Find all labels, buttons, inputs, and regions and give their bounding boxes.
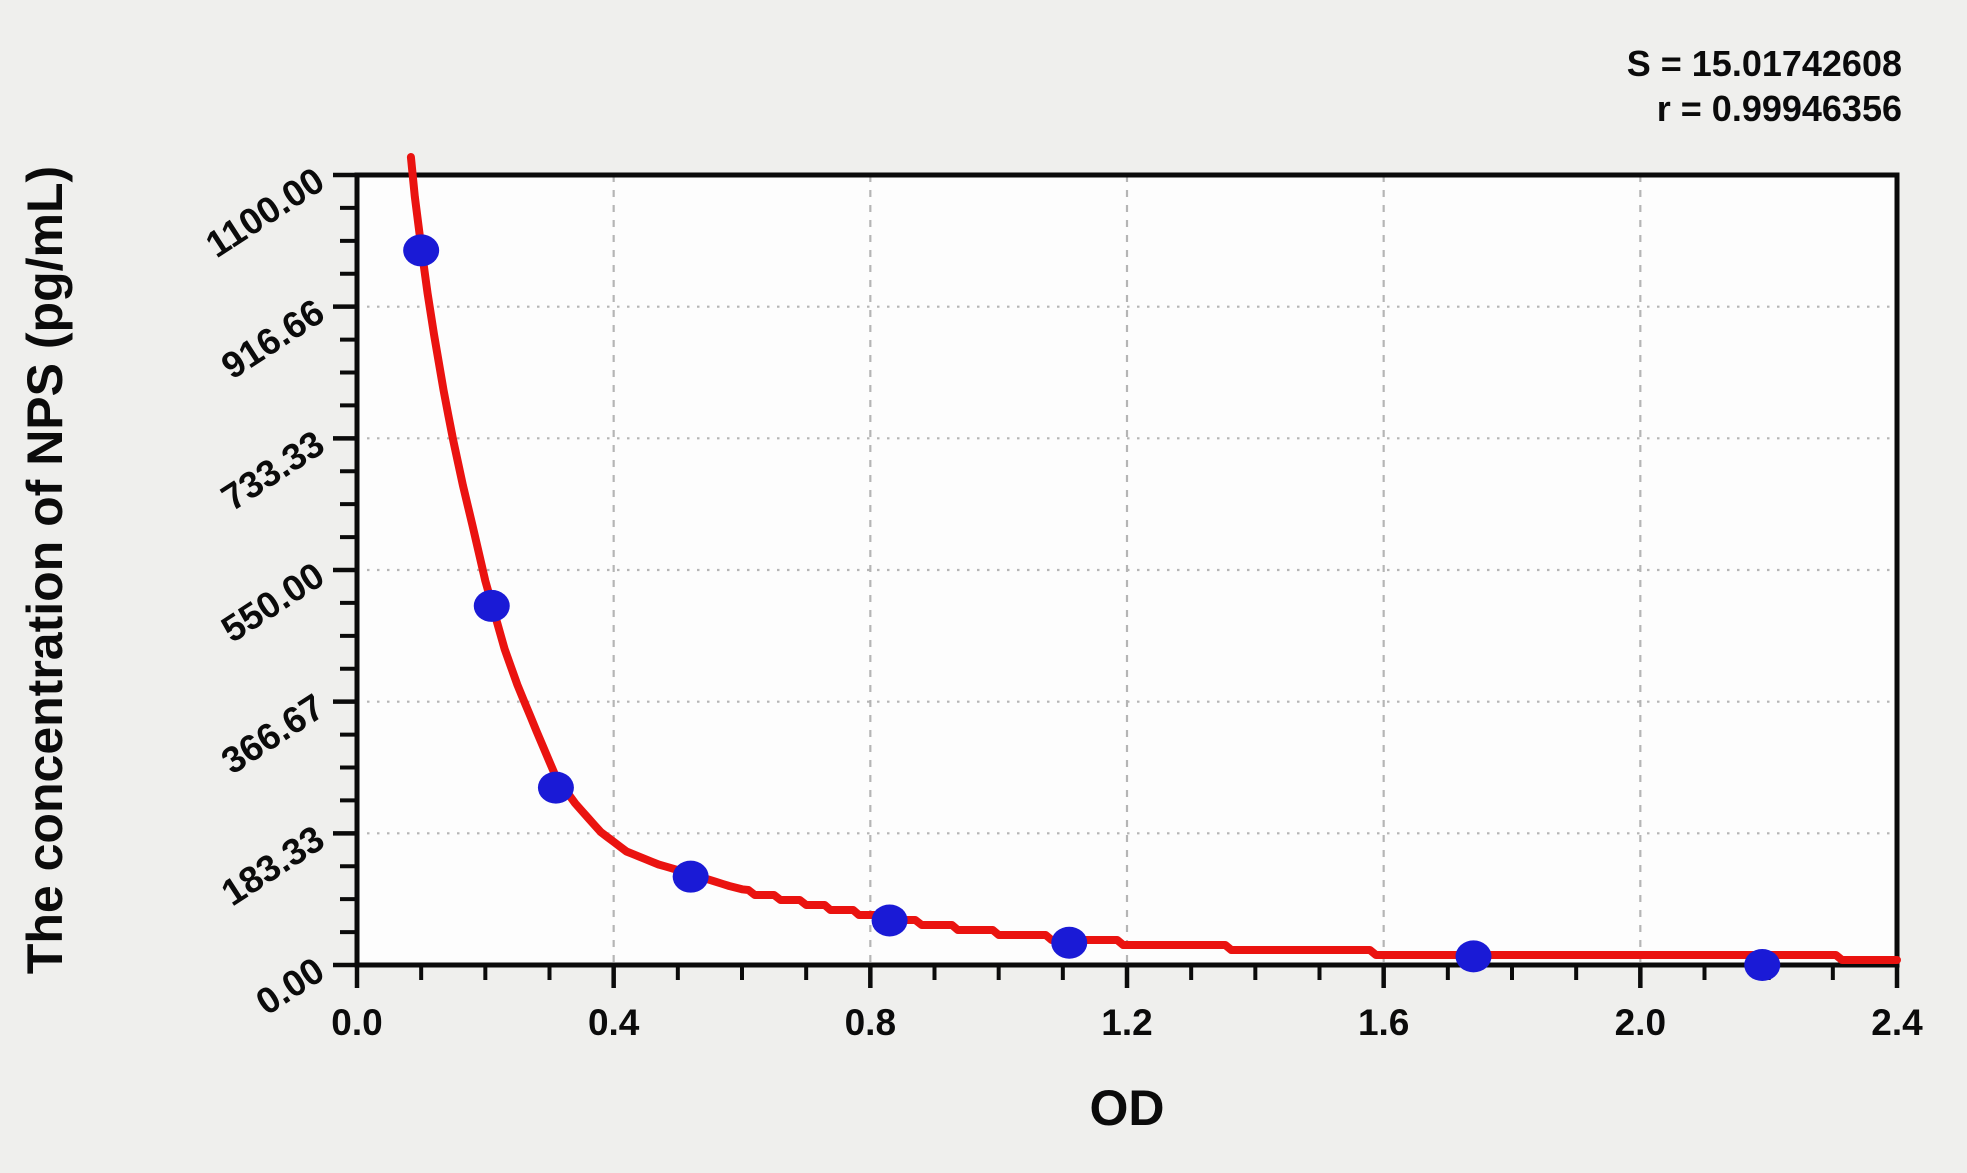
data-point (672, 860, 709, 893)
data-point (473, 589, 510, 622)
data-point (1455, 940, 1492, 973)
axis-ticks (333, 172, 1900, 988)
x-tick-label: 0.4 (588, 1002, 640, 1043)
data-point (1051, 926, 1088, 959)
data-point (1744, 949, 1781, 981)
data-point (537, 771, 574, 804)
x-axis-title: OD (1090, 1080, 1165, 1136)
y-tick-label: 916.66 (214, 291, 331, 387)
y-tick-label: 0.00 (249, 949, 332, 1023)
x-tick-label: 1.2 (1101, 1002, 1152, 1043)
x-tick-label: 0.8 (845, 1002, 896, 1043)
fit-curve-line (406, 153, 1901, 964)
y-tick-label: 1100.00 (199, 159, 332, 265)
y-axis-title: The concentration of NPS (pg/mL) (17, 166, 73, 974)
y-axis-tick-labels: 0.00 183.33 366.67 550.00 733.33 916.66 1100.0… (199, 159, 332, 1023)
stat-s-value: S = 15.01742608 (1627, 43, 1902, 84)
data-points (403, 234, 1781, 981)
x-axis-tick-labels: 0.0 0.4 0.8 1.2 1.6 2.0 2.4 (331, 1002, 1923, 1043)
x-tick-label: 2.0 (1615, 1002, 1666, 1043)
x-tick-label: 1.6 (1358, 1002, 1409, 1043)
data-point (403, 234, 440, 267)
x-tick-label: 2.4 (1871, 1002, 1923, 1043)
y-tick-label: 733.33 (214, 423, 331, 519)
data-point (871, 904, 908, 937)
y-tick-label: 183.33 (214, 818, 331, 914)
x-tick-label: 0.0 (331, 1002, 382, 1043)
stat-r-value: r = 0.99946356 (1657, 88, 1902, 129)
y-tick-label: 366.67 (214, 686, 331, 782)
gridlines (357, 175, 1897, 965)
y-tick-label: 550.00 (214, 554, 331, 650)
